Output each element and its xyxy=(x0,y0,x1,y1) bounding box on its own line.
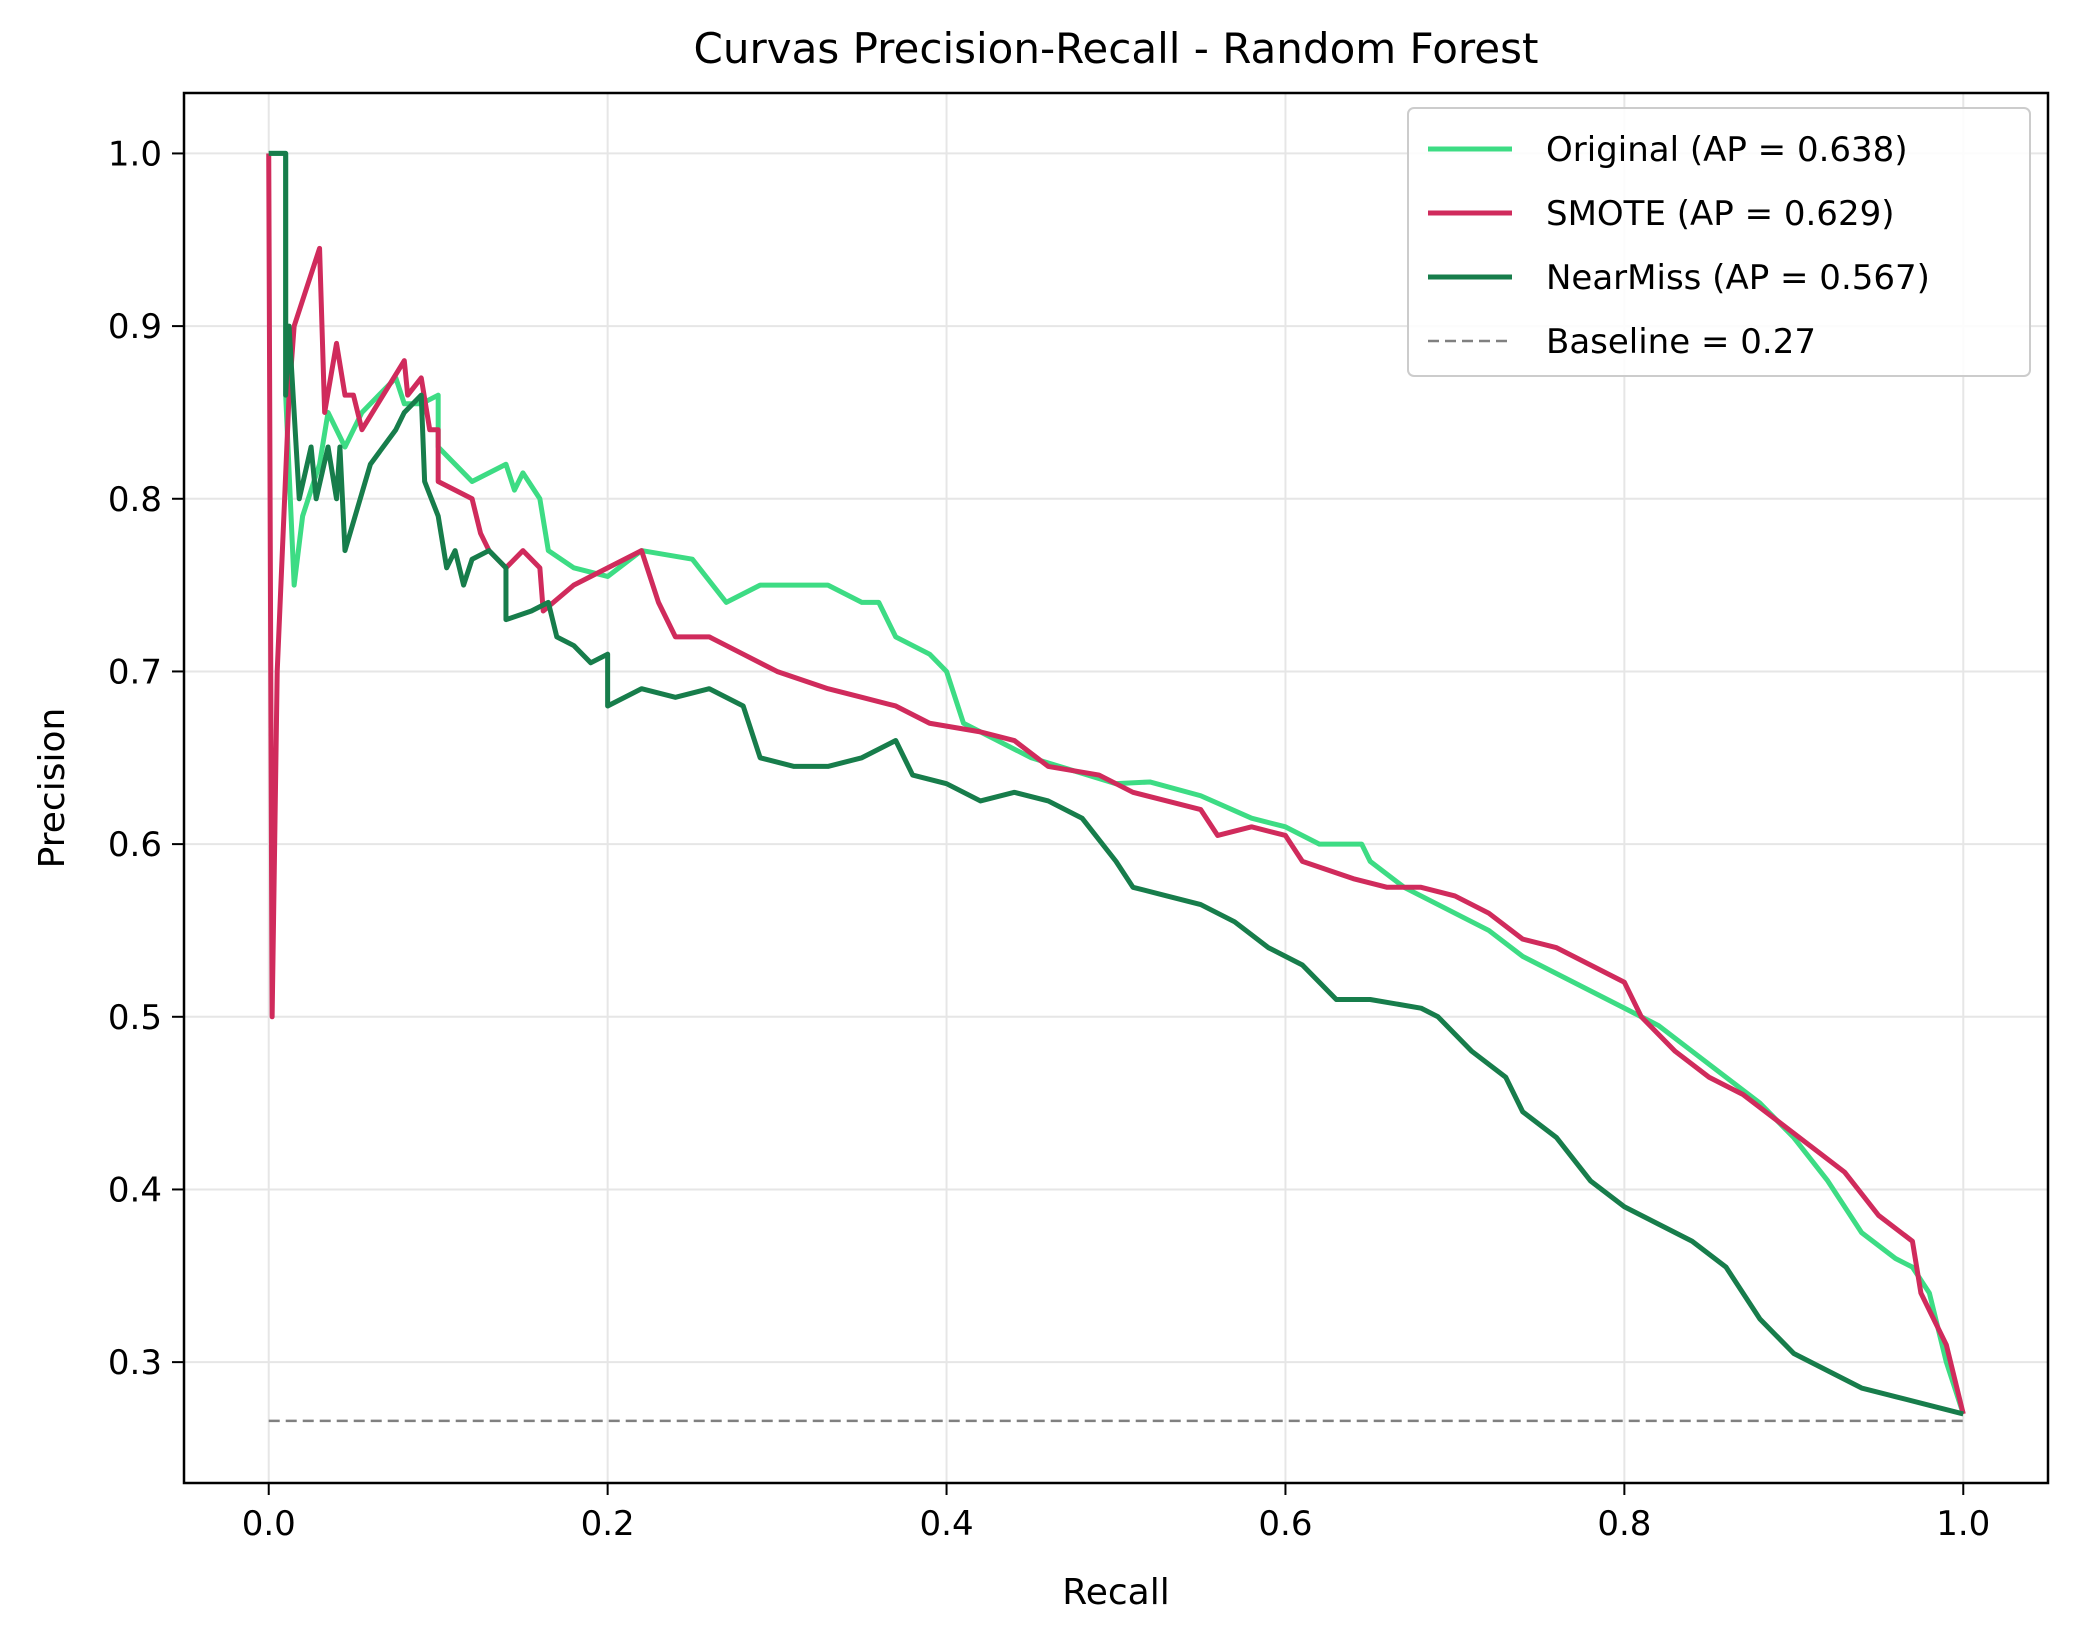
x-axis: 0.0 0.2 0.4 0.6 0.8 1.0 xyxy=(242,1483,1990,1544)
series-line-0 xyxy=(268,150,1966,1415)
x-tick-label: 0.8 xyxy=(1597,1504,1651,1544)
y-tick-label: 0.3 xyxy=(108,1343,162,1383)
y-tick-label: 1.0 xyxy=(108,134,162,174)
y-tick-label: 0.8 xyxy=(108,480,162,520)
legend-label-3: Baseline = 0.27 xyxy=(1546,322,1816,362)
legend-label-1: SMOTE (AP = 0.629) xyxy=(1546,194,1894,234)
legend-label-0: Original (AP = 0.638) xyxy=(1546,130,1908,170)
series-line-1 xyxy=(266,153,1966,1415)
plot-frame xyxy=(182,91,2050,1485)
y-axis-label: Precision xyxy=(32,708,73,869)
series-layer xyxy=(266,150,1966,1423)
plot-area xyxy=(266,150,1966,1423)
legend-label-2: NearMiss (AP = 0.567) xyxy=(1546,258,1930,298)
legend-box xyxy=(1407,107,2031,377)
x-axis-label: Recall xyxy=(1062,1572,1169,1613)
y-tick-label: 0.7 xyxy=(108,652,162,692)
x-tick-label: 0.4 xyxy=(920,1504,974,1544)
y-tick-label: 0.5 xyxy=(108,998,162,1038)
y-tick-label: 0.9 xyxy=(108,307,162,347)
x-tick-label: 0.6 xyxy=(1258,1504,1312,1544)
chart-title: Curvas Precision-Recall - Random Forest xyxy=(694,24,1539,73)
x-tick-label: 1.0 xyxy=(1936,1504,1990,1544)
y-axis: 0.3 0.4 0.5 0.6 0.7 0.8 0.9 1.0 xyxy=(108,134,184,1383)
x-tick-label: 0.0 xyxy=(242,1504,296,1544)
y-tick-label: 0.4 xyxy=(108,1170,162,1210)
legend: Original (AP = 0.638) SMOTE (AP = 0.629) N… xyxy=(1407,107,2031,377)
x-tick-label: 0.2 xyxy=(581,1504,635,1544)
series-line-2 xyxy=(268,150,1964,1417)
y-tick-label: 0.6 xyxy=(108,825,162,865)
grid xyxy=(184,93,2048,1483)
